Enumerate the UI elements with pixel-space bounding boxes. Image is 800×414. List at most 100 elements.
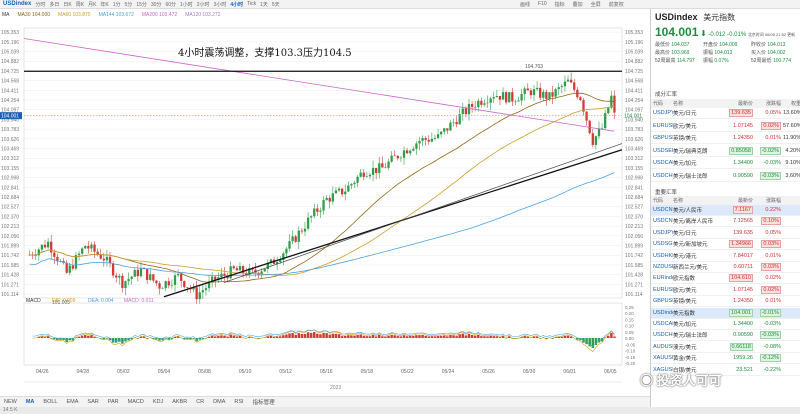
macd-tick: -0.10 — [625, 349, 636, 354]
candle — [68, 265, 71, 273]
table-row[interactable]: USDCAD美元/加元 1.34400 -0.03% 9.10% — [651, 158, 800, 169]
table-row[interactable]: GBPUSD英镑/美元 1.24350 0.01%11.90% — [651, 133, 800, 144]
candle — [291, 236, 294, 242]
candle — [402, 150, 406, 158]
price-tick: 101.428 — [625, 273, 643, 279]
timeframe-14[interactable]: 4小时 — [230, 1, 244, 8]
candle — [186, 287, 189, 288]
timeframe-15[interactable]: Tick — [247, 1, 257, 7]
tool-1[interactable]: F10 — [538, 1, 547, 7]
timeframe-3[interactable]: 周K — [75, 1, 85, 8]
ma-item-3: MA200 103.472 — [141, 11, 178, 18]
timeframe-17[interactable]: 5天 — [271, 1, 280, 8]
timeframe-13[interactable]: 3小时 — [213, 1, 227, 8]
tool-5[interactable]: 前复权 — [608, 2, 624, 8]
table-row[interactable]: EURindex欧元指数 104.610 0.02% — [651, 273, 800, 285]
table-row[interactable]: USDCHF美元/瑞士法郎 0.90590 -0.03% — [651, 330, 800, 342]
change-value: 0.02% — [765, 275, 781, 282]
row-change: 0.01% — [755, 135, 783, 141]
candle — [467, 104, 471, 115]
tab-10[interactable]: DMA — [213, 399, 226, 405]
row-name: 美元/加元 — [673, 161, 697, 167]
row-change: 0.01% — [755, 298, 783, 304]
timeframe-12[interactable]: 2小时 — [196, 1, 210, 8]
timeframe-8[interactable]: 15分 — [136, 1, 147, 8]
chart-area[interactable]: 105.353 105.353 105.196 105.196 105.039 105.0… — [0, 20, 650, 396]
table-row[interactable]: USDCNH美元/离岸人民币 7.12565 0.10% — [651, 216, 800, 228]
row-change: 0.02% — [755, 275, 783, 281]
candle — [498, 95, 502, 100]
tab-4[interactable]: SAR — [87, 399, 99, 405]
tab-2[interactable]: BOLL — [43, 399, 58, 405]
price-tick: 103.469 — [625, 147, 643, 153]
timeframe-4[interactable]: 月K — [88, 1, 97, 8]
table-row[interactable]: GBPUSD英镑/美元 1.24350 0.01% — [651, 296, 800, 308]
timeframe-6[interactable]: 1分 — [112, 1, 121, 8]
candle — [192, 287, 195, 290]
table-row[interactable]: EURUSD欧元/美元 1.07145 0.02%57.60% — [651, 121, 800, 132]
candle — [90, 244, 93, 249]
tab-8[interactable]: AKBR — [172, 399, 188, 405]
table-row[interactable]: USDJPY 美元/日元 139.635 0.05% 13.60% — [651, 108, 800, 119]
timeframe-9[interactable]: 30分 — [150, 1, 162, 8]
tool-0[interactable]: 画线 — [520, 2, 531, 8]
timeframe-7[interactable]: 5分 — [124, 1, 133, 8]
tab-11[interactable]: RSI — [234, 399, 244, 405]
timeframe-11[interactable]: 1小时 — [180, 1, 193, 8]
table-row[interactable]: USDJPY 美元/日元 139.635 0.05% — [651, 228, 800, 239]
table-row[interactable]: USDSGD美元/新加坡元 1.34966 0.03% — [651, 239, 800, 251]
left-price-tick: 105.196 — [1, 40, 19, 46]
candle — [591, 133, 594, 145]
tab-9[interactable]: CR — [196, 399, 205, 405]
stat-2: 昨收价 104.013 — [751, 41, 785, 48]
tab-6[interactable]: MACD — [127, 399, 144, 405]
tool-3[interactable]: 叠加 — [572, 2, 583, 8]
tab-12[interactable]: 指标管理 — [252, 400, 275, 406]
tool-4[interactable]: 全屏 — [590, 2, 601, 8]
price-tick: 101.114 — [625, 292, 643, 298]
price-tick: 103.626 — [625, 137, 643, 143]
table-row[interactable]: USDCAD美元/加元 1.34400 -0.03% — [651, 319, 800, 330]
candle — [204, 288, 208, 291]
table-row[interactable]: AUDUSD澳元/美元 0.66118 -0.08% — [651, 342, 800, 353]
row-price: 1.07145 — [719, 287, 755, 293]
table-row[interactable]: USDCHF美元/瑞士法郎 0.90590 -0.03% 3.60% — [651, 171, 800, 182]
candle — [365, 176, 369, 177]
current-price-tag-bg — [0, 112, 22, 120]
timeframe-1[interactable]: 多日 — [49, 1, 60, 8]
row-price: 1.34400 — [719, 321, 755, 327]
timeframe-2[interactable]: 日K — [63, 1, 72, 8]
date-tick: 05/22 — [401, 369, 414, 375]
tab-5[interactable]: PAR — [107, 399, 119, 405]
row-name: 美元/日元 — [673, 230, 697, 237]
timeframe-10[interactable]: 60分 — [165, 1, 176, 8]
timeframe-0[interactable]: 分时 — [35, 1, 46, 8]
table-row[interactable]: USDCNY美元/人民币 7.1167 0.22% — [651, 205, 800, 216]
candle — [452, 121, 455, 123]
tab-0[interactable]: NEW — [4, 399, 17, 405]
table-row[interactable]: XAUUSD黄金/美元 1959.26 -0.12% — [651, 353, 800, 365]
table-row[interactable]: USDSEK美元/瑞典克朗 0.85058 -0.02% 4.20% — [651, 146, 800, 157]
row-change: 0.10% — [755, 217, 783, 226]
candle — [180, 273, 183, 282]
row-change: 0.02% — [755, 285, 783, 294]
candle — [331, 193, 334, 202]
row-code: USDHKD — [653, 252, 673, 259]
timeframe-5[interactable]: 年K — [100, 1, 109, 8]
table-row[interactable]: NZDUSD新西兰元/美元 0.60711 0.03% — [651, 262, 800, 273]
table-row[interactable]: EURUSD欧元/美元 1.07145 0.02% — [651, 285, 800, 296]
macd-label: MACD — [26, 298, 41, 304]
table-row[interactable]: XAGUSD白银/美元 23.521 -0.22% — [651, 365, 800, 376]
candle — [461, 108, 464, 115]
tab-3[interactable]: EMA — [66, 399, 79, 405]
price-pane — [23, 27, 623, 299]
row-price: 0.66118 — [719, 342, 755, 351]
tool-2[interactable]: 指标 — [554, 2, 565, 8]
timeframe-16[interactable]: 1天 — [260, 1, 268, 8]
table-row[interactable]: USDHKD美元/港元 7.84017 0.01% — [651, 251, 800, 262]
tab-7[interactable]: KDJ — [152, 399, 164, 405]
stat-5: 买入价 104.002 — [751, 49, 785, 56]
tab-1[interactable]: MA — [25, 399, 35, 405]
row-price: 139.635 — [719, 109, 755, 117]
